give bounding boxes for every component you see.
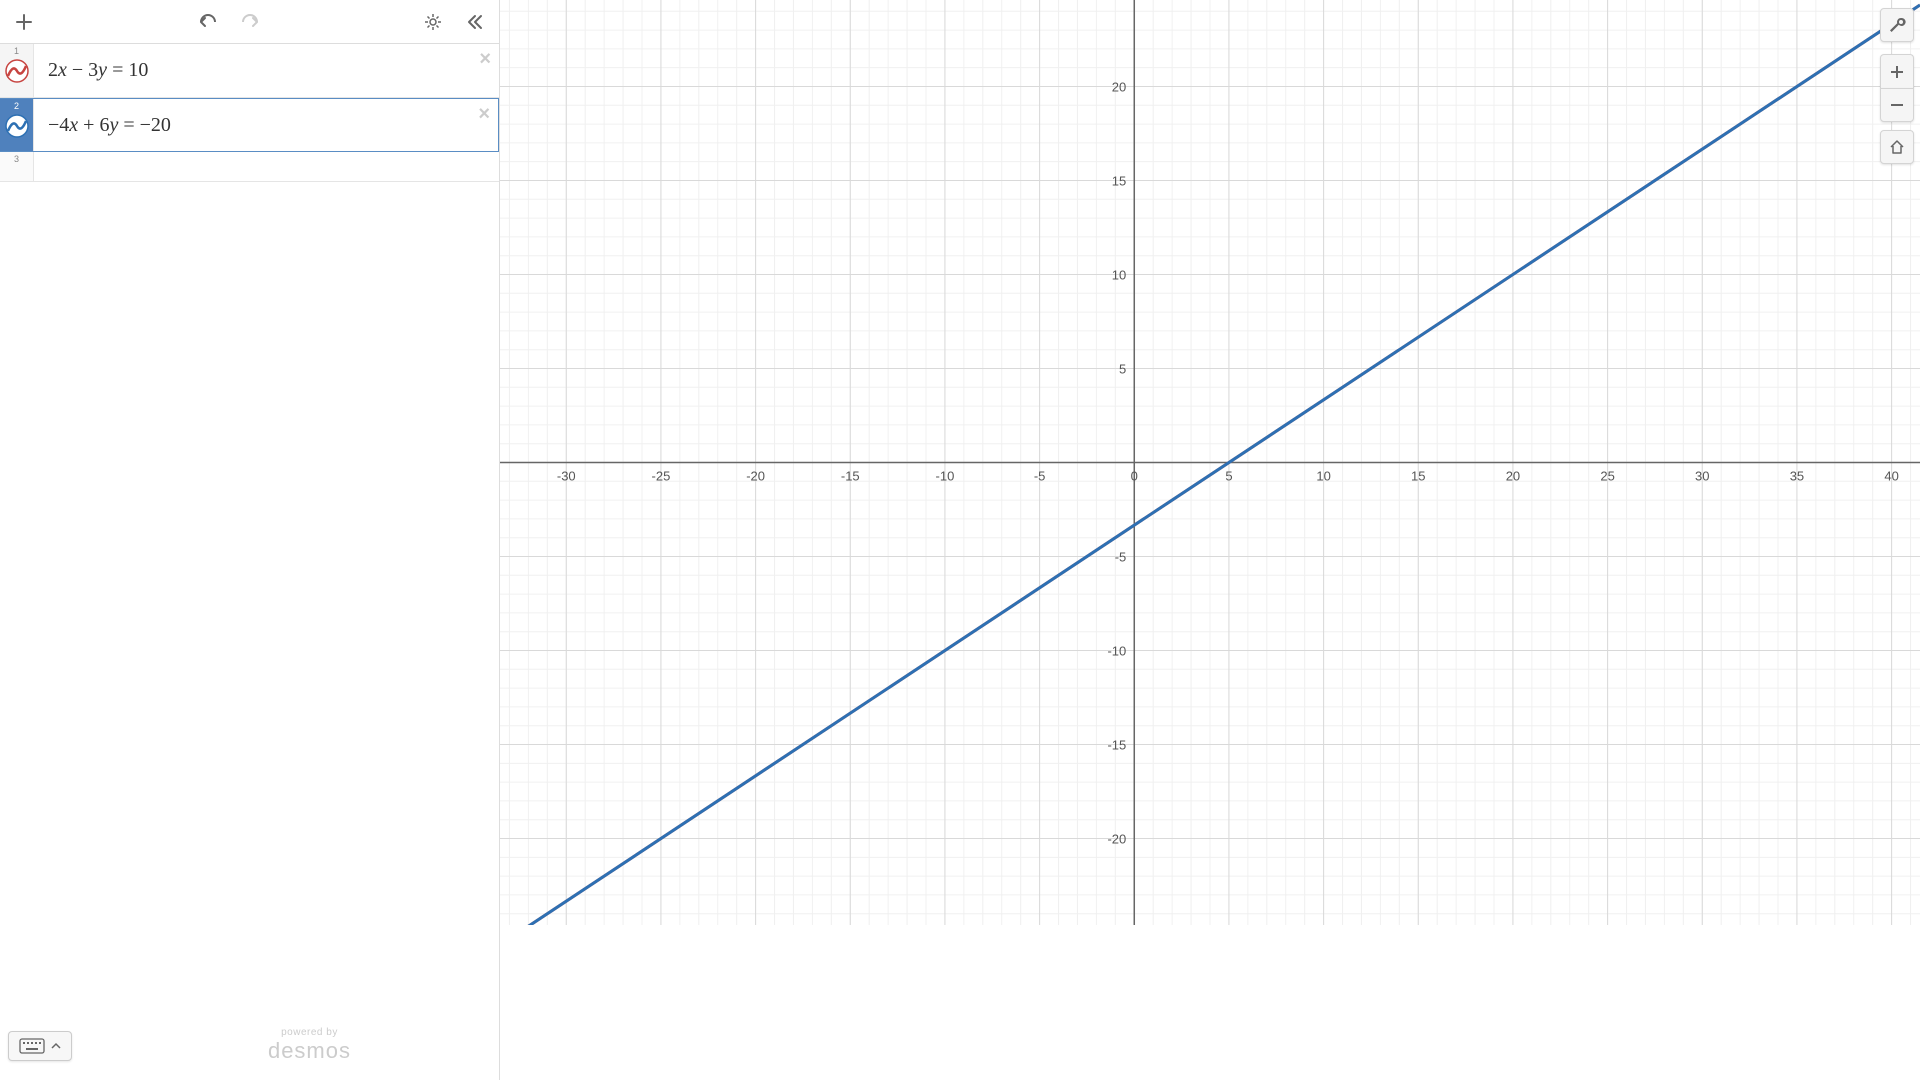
plus-icon: [15, 13, 33, 31]
svg-text:-20: -20: [1107, 832, 1126, 847]
redo-button[interactable]: [238, 10, 262, 34]
home-group: [1880, 130, 1914, 164]
zoom-group: [1880, 54, 1914, 122]
svg-text:-10: -10: [1107, 644, 1126, 659]
svg-text:-30: -30: [557, 469, 576, 484]
toolbar-undo-group: [196, 10, 262, 34]
sidebar-toolbar: [0, 0, 499, 44]
home-button[interactable]: [1880, 130, 1914, 164]
sidebar-footer: powered by desmos: [0, 1027, 499, 1064]
expression-index-label: 1: [14, 46, 19, 56]
svg-text:-5: -5: [1034, 469, 1046, 484]
zoom-out-button[interactable]: [1880, 88, 1914, 122]
svg-text:20: 20: [1112, 79, 1126, 94]
chevron-up-icon: [51, 1042, 61, 1050]
gear-icon: [424, 13, 442, 31]
graph-svg[interactable]: -30 -25 -20 -15 -10 -5 0 5 10 15 20 25 30 35 40 -20 -15 -…: [500, 0, 1920, 925]
svg-text:10: 10: [1112, 267, 1126, 282]
desmos-brand: powered by desmos: [268, 1027, 351, 1064]
expression-row-empty[interactable]: 3: [0, 152, 499, 182]
svg-text:10: 10: [1316, 469, 1330, 484]
expression-row[interactable]: 1 2x − 3y = 10×: [0, 44, 499, 98]
svg-text:25: 25: [1600, 469, 1614, 484]
expression-index[interactable]: 1: [0, 44, 34, 97]
svg-text:40: 40: [1884, 469, 1898, 484]
brand-name: desmos: [268, 1038, 351, 1064]
svg-text:-15: -15: [841, 469, 860, 484]
svg-text:5: 5: [1225, 469, 1232, 484]
expression-index-label: 2: [14, 101, 19, 111]
settings-button[interactable]: [421, 10, 445, 34]
expression-sidebar: 12x − 3y = 10×2−4x + 6y = −20×3 powered …: [0, 0, 500, 1080]
expression-row[interactable]: 2 −4x + 6y = −20×: [0, 98, 499, 152]
expression-input[interactable]: −4x + 6y = −20: [34, 114, 498, 137]
powered-by-label: powered by: [268, 1027, 351, 1038]
plus-icon: [1890, 65, 1904, 79]
undo-button[interactable]: [196, 10, 220, 34]
undo-icon: [197, 14, 219, 30]
svg-text:-20: -20: [746, 469, 765, 484]
svg-text:-5: -5: [1115, 550, 1127, 565]
svg-text:30: 30: [1695, 469, 1709, 484]
expression-input[interactable]: 2x − 3y = 10: [34, 59, 499, 82]
expression-index-label: 3: [14, 154, 19, 164]
expression-color-icon[interactable]: [4, 58, 30, 84]
svg-text:-25: -25: [652, 469, 671, 484]
svg-text:-15: -15: [1107, 738, 1126, 753]
home-icon: [1889, 139, 1905, 155]
wrench-icon: [1888, 16, 1906, 34]
expression-color-icon[interactable]: [4, 113, 30, 139]
add-button[interactable]: [12, 10, 36, 34]
chevron-left-double-icon: [466, 13, 484, 31]
collapse-button[interactable]: [463, 10, 487, 34]
delete-expression-button[interactable]: ×: [478, 103, 490, 126]
svg-text:15: 15: [1112, 173, 1126, 188]
svg-text:-10: -10: [936, 469, 955, 484]
svg-text:0: 0: [1131, 469, 1138, 484]
graph-panel[interactable]: -30 -25 -20 -15 -10 -5 0 5 10 15 20 25 30 35 40 -20 -15 -…: [500, 0, 1920, 1080]
keyboard-icon: [19, 1038, 45, 1054]
app-root: 12x − 3y = 10×2−4x + 6y = −20×3 powered …: [0, 0, 1920, 1080]
delete-expression-button[interactable]: ×: [479, 48, 491, 71]
graph-settings-button[interactable]: [1880, 8, 1914, 42]
toolbar-right-group: [421, 10, 487, 34]
svg-text:5: 5: [1119, 361, 1126, 376]
expression-list: 12x − 3y = 10×2−4x + 6y = −20×3: [0, 44, 499, 1080]
svg-text:20: 20: [1506, 469, 1520, 484]
expression-index[interactable]: 2: [0, 99, 34, 151]
expression-index: 3: [0, 152, 34, 181]
redo-icon: [239, 14, 261, 30]
zoom-in-button[interactable]: [1880, 54, 1914, 88]
toolbar-left-group: [12, 10, 36, 34]
keyboard-button[interactable]: [8, 1031, 72, 1061]
minus-icon: [1890, 98, 1904, 112]
svg-text:15: 15: [1411, 469, 1425, 484]
svg-text:35: 35: [1790, 469, 1804, 484]
graph-settings-group: [1880, 8, 1914, 42]
